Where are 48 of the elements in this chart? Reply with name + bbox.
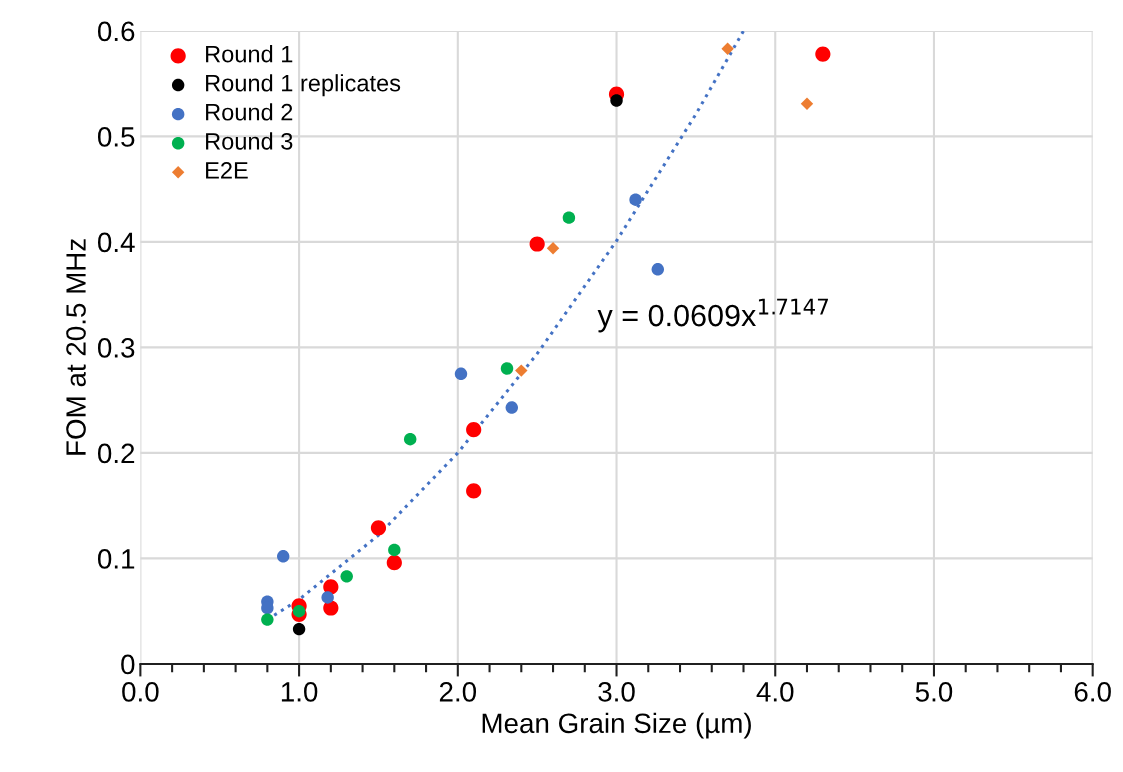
y-tick-label: 0.5 <box>97 127 135 147</box>
point <box>261 613 274 626</box>
point <box>529 236 545 252</box>
point <box>454 367 468 380</box>
x-tick-label: 6.0 <box>1074 682 1111 702</box>
point <box>403 432 417 446</box>
x-tick-label: 0.0 <box>122 682 159 702</box>
x-axis-title: Mean Grain Size (µm) <box>482 712 751 739</box>
point <box>386 555 402 571</box>
point <box>546 242 560 255</box>
x-tick-label: 3.0 <box>598 682 635 702</box>
point <box>466 422 482 438</box>
point <box>629 193 642 206</box>
point <box>340 570 353 583</box>
point <box>277 550 290 563</box>
y-axis-title: FOM at 20.5 MHz <box>66 239 86 455</box>
y-tick-label: 0.1 <box>97 549 135 569</box>
point <box>610 94 623 107</box>
y-tick-label: 0 <box>121 654 135 675</box>
point <box>562 211 576 224</box>
y-tick-label: 0.3 <box>97 338 135 358</box>
point <box>321 591 334 604</box>
x-tick-label: 5.0 <box>915 682 953 702</box>
point <box>388 543 401 557</box>
point <box>292 604 306 618</box>
point <box>323 579 339 595</box>
point <box>651 263 664 276</box>
annotation: y = 0.0609x$^{1.7147}$ <box>597 298 828 333</box>
point <box>370 520 387 536</box>
y-tick-label: 0.4 <box>97 232 135 253</box>
y-tick-label: 0.2 <box>97 443 135 464</box>
x-tick-label: 1.0 <box>281 682 318 702</box>
point <box>721 42 734 56</box>
point <box>500 362 514 375</box>
point <box>515 364 528 377</box>
x-tick-label: 4.0 <box>756 682 794 702</box>
x-tick-label: 2.0 <box>439 682 477 702</box>
legend-label: Round 1 replicates <box>206 74 401 97</box>
legend-label: E2E <box>206 162 248 179</box>
legend-label: Round 3 <box>206 132 293 150</box>
point <box>292 622 306 636</box>
point <box>800 97 814 110</box>
legend-label: Round 1 <box>206 45 293 63</box>
y-tick-label: 0.6 <box>97 21 135 42</box>
point <box>466 483 482 499</box>
point <box>815 46 831 62</box>
legend-label: Round 2 <box>206 103 293 121</box>
point <box>505 401 518 414</box>
